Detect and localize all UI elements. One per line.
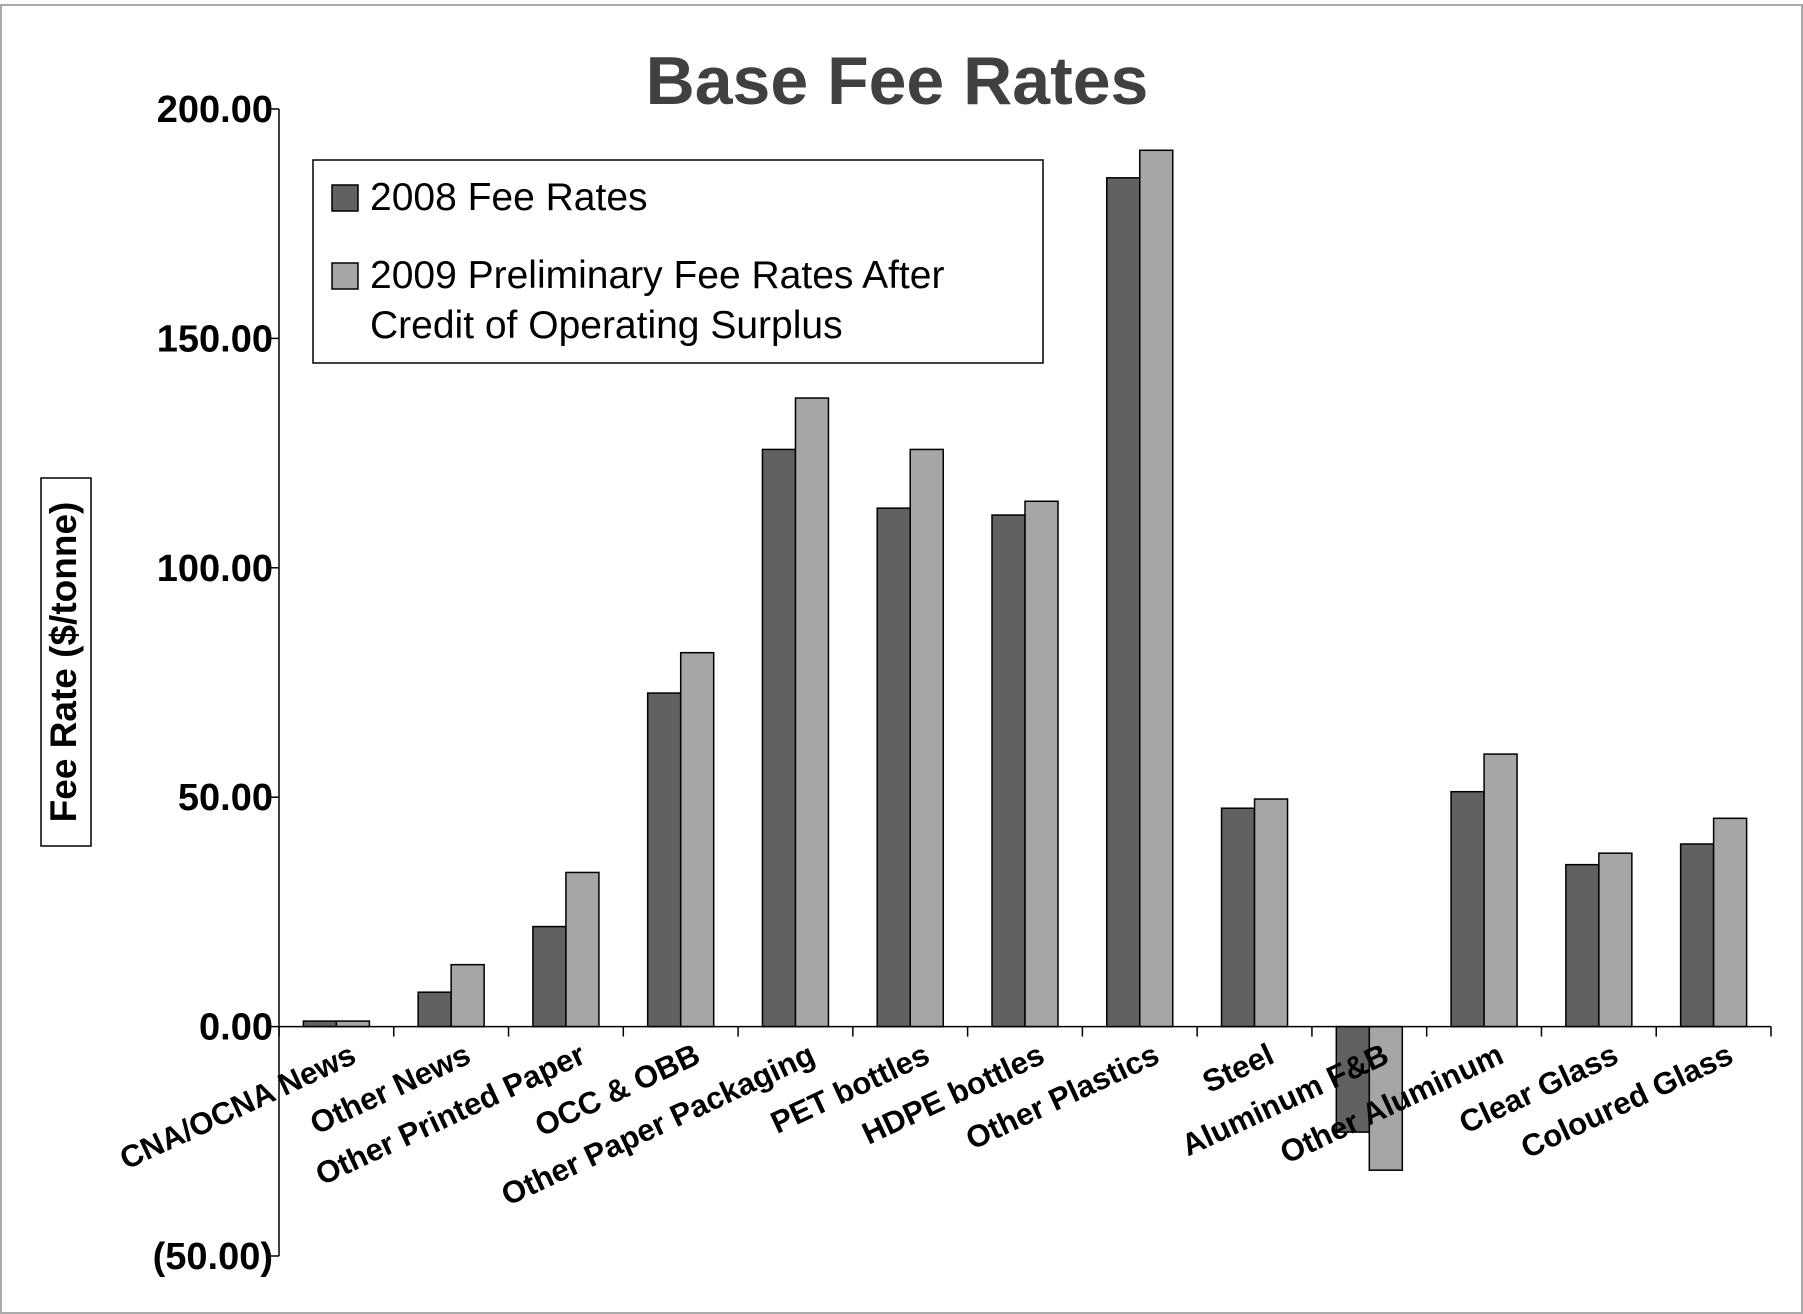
- legend-swatch: [331, 262, 359, 290]
- bar: [565, 871, 600, 1028]
- bar: [991, 514, 1026, 1028]
- bar: [794, 397, 830, 1028]
- bar: [1679, 843, 1715, 1028]
- bar: [1712, 817, 1748, 1028]
- y-label-box: [40, 477, 92, 847]
- bar: [679, 651, 715, 1028]
- bar: [450, 963, 485, 1028]
- y-tick-label: 150.00: [157, 318, 273, 360]
- bar: [335, 1020, 371, 1028]
- legend-label: 2008 Fee Rates: [370, 176, 648, 219]
- legend-box: [312, 159, 1044, 364]
- y-tick-label: 0.00: [199, 1007, 273, 1049]
- bar: [909, 448, 944, 1028]
- bar: [876, 507, 911, 1028]
- bar: [417, 991, 452, 1028]
- bar: [532, 925, 567, 1028]
- chart-title: Base Fee Rates: [646, 43, 1149, 119]
- bar: [1450, 790, 1485, 1028]
- bar: [1220, 807, 1256, 1028]
- legend-entry: 2009 Preliminary Fee Rates After Credit …: [370, 254, 945, 347]
- y-tick-label: 200.00: [157, 89, 273, 131]
- bar: [1106, 177, 1141, 1028]
- bar: [646, 692, 682, 1028]
- bar: [1565, 863, 1600, 1028]
- bar: [1253, 798, 1289, 1028]
- legend-swatch: [331, 184, 359, 212]
- legend-entry: 2008 Fee Rates: [370, 176, 648, 219]
- bar: [1483, 753, 1518, 1028]
- y-tick-label: 50.00: [178, 777, 273, 819]
- y-axis-label: Fee Rate ($/tonne): [43, 502, 84, 823]
- bar: [1598, 852, 1633, 1028]
- y-tick-label: 100.00: [157, 548, 273, 590]
- bar: [761, 448, 797, 1028]
- bar: [1024, 500, 1059, 1028]
- x-tick-label: Other Plastics: [960, 1037, 1164, 1157]
- frame: [0, 4, 1803, 1314]
- legend-label: 2009 Preliminary Fee Rates After Credit …: [370, 254, 945, 347]
- bar: [302, 1020, 338, 1028]
- y-tick-label: (50.00): [153, 1236, 273, 1278]
- bar: [1139, 149, 1174, 1028]
